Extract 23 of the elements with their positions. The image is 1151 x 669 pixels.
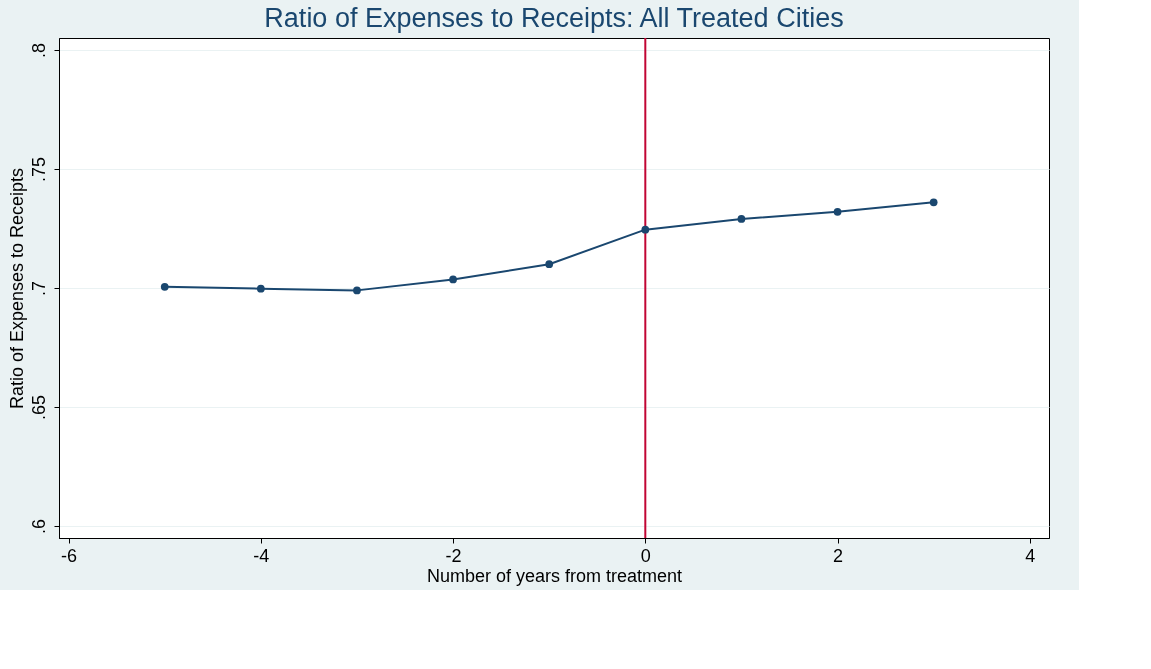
chart-title: Ratio of Expenses to Receipts: All Treated Cities — [264, 3, 844, 33]
point — [545, 260, 554, 269]
point — [449, 275, 457, 284]
x-tick-label: -4 — [253, 545, 270, 566]
point — [353, 286, 361, 295]
y-tick-label: .65 — [28, 395, 49, 421]
y-tick-label: .7 — [28, 280, 49, 297]
point — [929, 198, 938, 207]
x-axis-title: Number of years from treatment — [426, 565, 683, 586]
point — [641, 225, 650, 234]
point — [160, 282, 169, 291]
y-axis-title: Ratio of Expenses to Receipts — [6, 167, 27, 410]
x-tick-label: -6 — [61, 545, 78, 566]
x-tick-label: 0 — [640, 545, 651, 566]
point — [737, 215, 746, 223]
point — [833, 207, 842, 216]
y-tick-label: .6 — [28, 519, 49, 535]
y-tick-label: .8 — [28, 42, 49, 58]
x-tick-label: -2 — [445, 545, 462, 566]
y-tick-label: .75 — [28, 156, 49, 182]
x-tick-label: 2 — [833, 545, 844, 566]
x-tick-label: 4 — [1025, 545, 1036, 566]
point — [256, 284, 265, 293]
